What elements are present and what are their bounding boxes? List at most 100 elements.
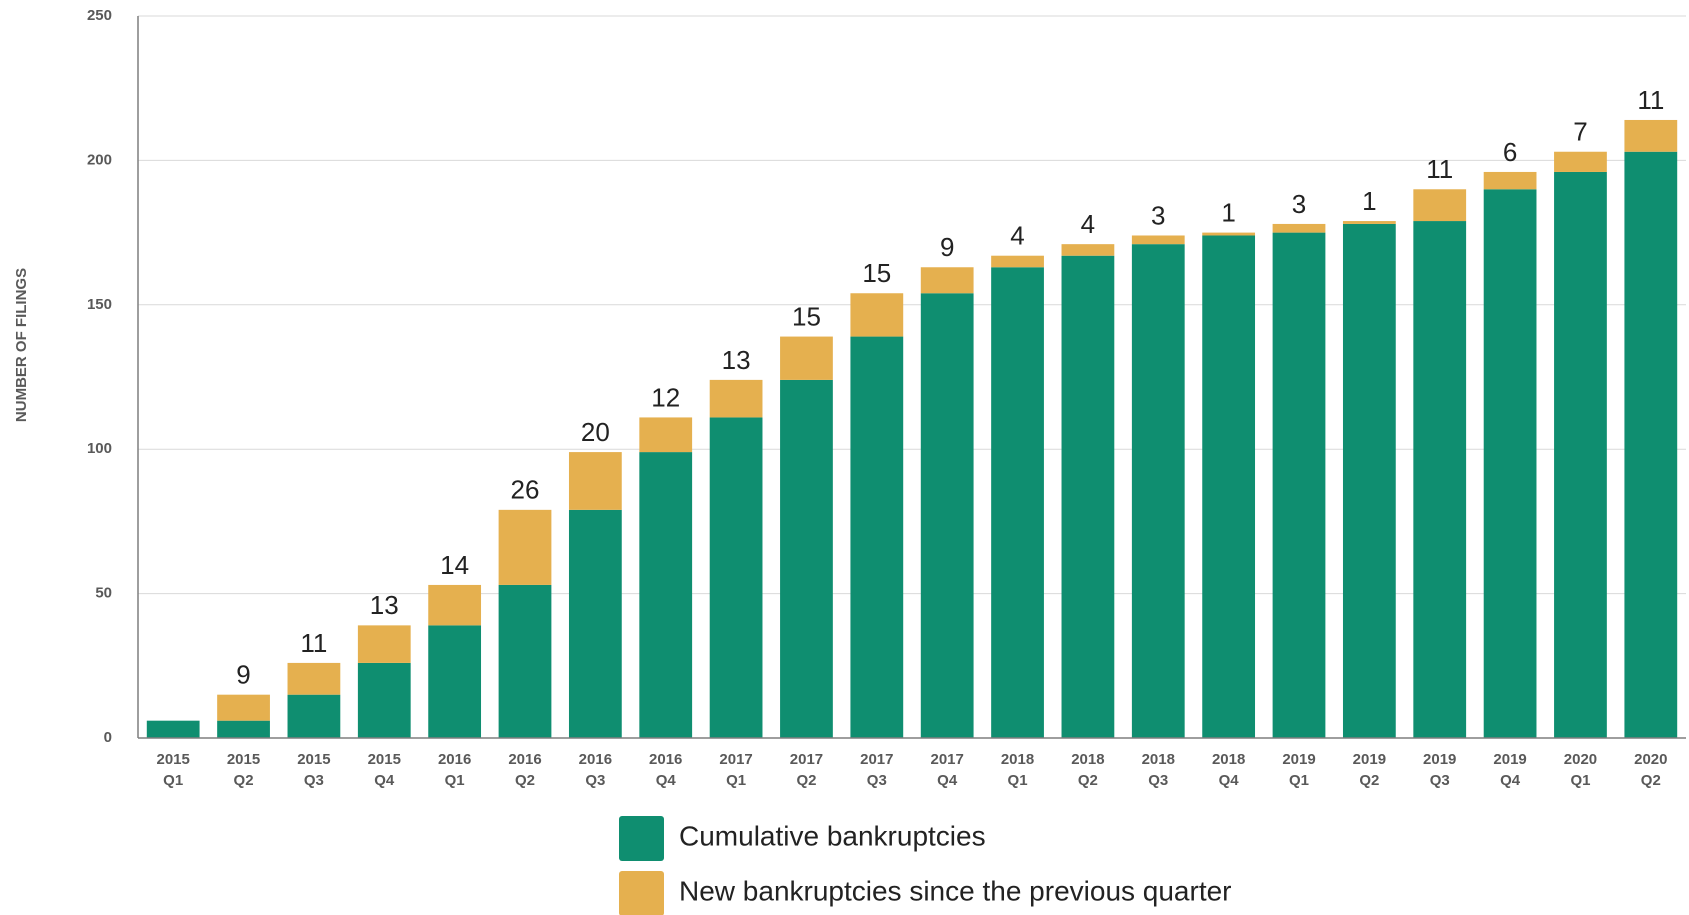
x-tick-label: Q3	[867, 772, 887, 789]
x-tick-label: Q2	[1641, 772, 1661, 789]
x-tick-label: Q2	[1078, 772, 1098, 789]
x-tick-label: Q1	[1570, 772, 1590, 789]
bar-segment	[1413, 221, 1467, 739]
data-label: 13	[722, 345, 751, 375]
bar-segment	[1131, 244, 1185, 739]
x-tick-label: 2018	[1001, 751, 1034, 768]
bar-segment	[850, 293, 904, 337]
bar-segment	[1624, 119, 1678, 152]
bar-segment	[1061, 255, 1115, 739]
x-tick-label: Q2	[515, 772, 535, 789]
data-label: 3	[1292, 189, 1306, 219]
bar-segment	[1413, 189, 1467, 222]
x-tick-label: Q4	[937, 772, 958, 789]
x-tick-label: Q1	[1289, 772, 1309, 789]
bar-segment	[287, 694, 341, 738]
x-tick-label: 2019	[1353, 751, 1386, 768]
y-tick-label: 50	[95, 585, 112, 602]
bar-segment	[217, 694, 270, 721]
bar-segment	[428, 625, 482, 738]
bar-segment	[920, 293, 974, 738]
data-label: 1	[1362, 186, 1376, 216]
bar-segment	[498, 584, 552, 738]
bar-segment	[709, 417, 763, 738]
x-tick-label: Q2	[1359, 772, 1379, 789]
bar-segment	[991, 267, 1044, 738]
bar-segment	[1272, 232, 1326, 738]
bar-segment	[1202, 235, 1256, 738]
x-tick-label: 2019	[1423, 751, 1456, 768]
x-tick-label: 2018	[1142, 751, 1175, 768]
x-tick-label: 2016	[438, 751, 471, 768]
bar-segment	[1272, 223, 1326, 233]
data-label: 14	[440, 550, 469, 580]
data-label: 26	[511, 475, 540, 505]
x-tick-label: 2017	[930, 751, 963, 768]
data-label: 15	[862, 258, 891, 288]
bar-segment	[428, 584, 482, 626]
bar-segment	[1061, 244, 1115, 256]
x-tick-label: 2017	[860, 751, 893, 768]
bar-segment	[1624, 151, 1678, 739]
x-tick-label: 2018	[1212, 751, 1245, 768]
x-tick-label: Q4	[374, 772, 395, 789]
x-tick-label: Q3	[1430, 772, 1450, 789]
x-tick-label: Q4	[1219, 772, 1240, 789]
y-tick-label: 200	[87, 151, 112, 168]
data-label: 11	[300, 628, 327, 658]
bar-segment	[287, 662, 341, 695]
bar-segment	[1554, 171, 1607, 738]
x-tick-label: 2015	[227, 751, 260, 768]
bar-segment	[498, 509, 552, 585]
bar-segment	[357, 662, 411, 738]
data-label: 3	[1151, 200, 1165, 230]
x-tick-label: 2019	[1493, 751, 1526, 768]
data-label: 11	[1637, 85, 1664, 115]
y-tick-label: 100	[87, 440, 112, 457]
bar-segment	[991, 255, 1044, 268]
x-tick-label: Q1	[1008, 772, 1028, 789]
data-label: 20	[581, 417, 610, 447]
bar-segment	[639, 452, 693, 738]
x-tick-label: 2015	[156, 751, 189, 768]
bar-segment	[639, 417, 693, 453]
bar-segment	[1483, 189, 1537, 738]
bar-segment	[709, 379, 763, 418]
bar-segment	[1554, 151, 1607, 172]
bar-segment	[146, 720, 200, 738]
y-axis-title: NUMBER OF FILINGS	[13, 268, 30, 422]
bar-segment	[217, 720, 270, 738]
y-tick-label: 250	[87, 7, 112, 24]
bar-segment	[850, 336, 904, 738]
bar-segment	[1202, 232, 1256, 236]
x-tick-label: 2017	[790, 751, 823, 768]
data-label: 4	[1010, 221, 1024, 251]
x-tick-label: Q3	[304, 772, 324, 789]
bar-segment	[1342, 223, 1396, 738]
x-tick-label: 2016	[508, 751, 541, 768]
legend-swatch	[619, 871, 664, 915]
y-tick-label: 0	[104, 729, 112, 746]
x-tick-label: 2015	[368, 751, 401, 768]
data-label: 1	[1221, 197, 1235, 227]
x-tick-label: Q3	[585, 772, 605, 789]
x-tick-label: Q4	[656, 772, 677, 789]
data-label: 9	[940, 232, 954, 262]
legend-swatch	[619, 816, 664, 861]
data-label: 4	[1081, 209, 1095, 239]
legend-label: New bankruptcies since the previous quar…	[679, 875, 1232, 906]
x-tick-label: Q3	[1148, 772, 1168, 789]
bar-segment	[1483, 171, 1537, 190]
x-tick-label: 2015	[297, 751, 330, 768]
data-label: 11	[1426, 154, 1453, 184]
bar-segment	[357, 625, 411, 663]
bar-segment	[920, 267, 974, 294]
bar-segment	[1131, 235, 1185, 245]
data-label: 9	[236, 660, 250, 690]
data-label: 7	[1573, 117, 1587, 147]
x-tick-label: 2016	[579, 751, 612, 768]
bar-segment	[780, 379, 833, 738]
bar-segment	[780, 336, 833, 380]
bar-segment	[568, 452, 622, 510]
